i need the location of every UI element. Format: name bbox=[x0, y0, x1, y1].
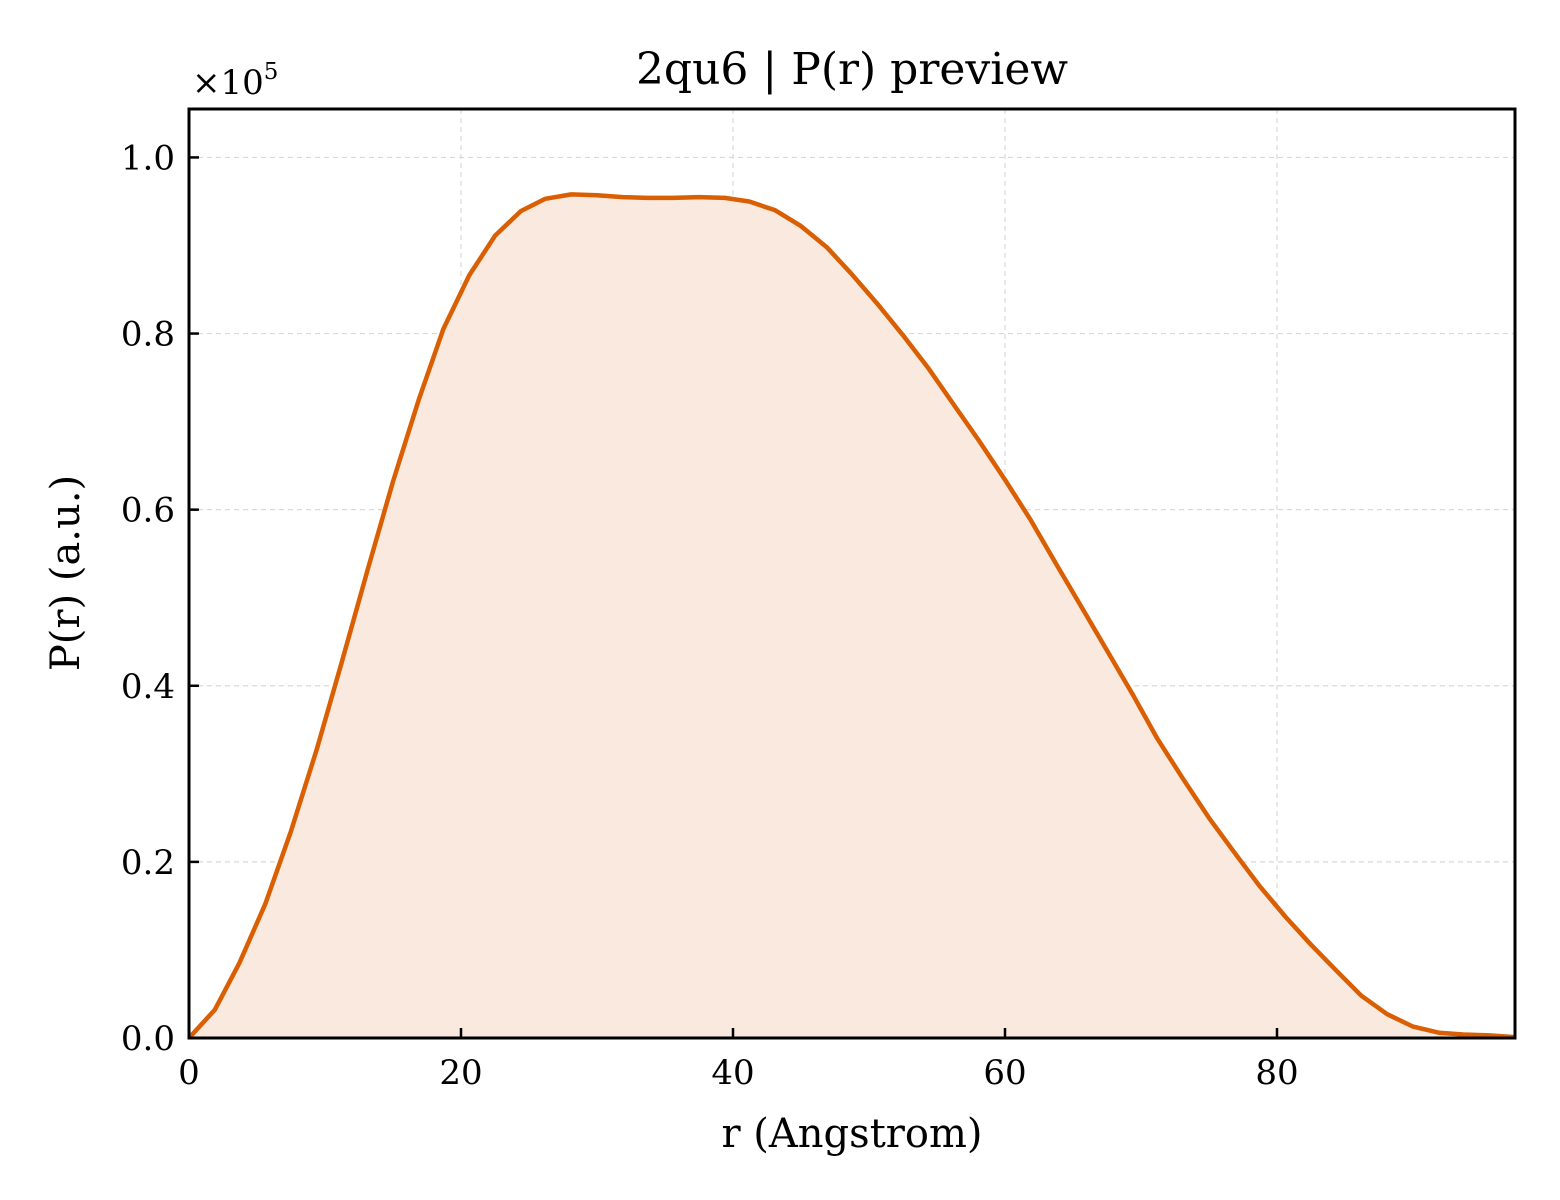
plot-frame bbox=[187, 107, 1517, 1040]
x-tick-label: 80 bbox=[1255, 1053, 1298, 1093]
y-tick-label: 1.0 bbox=[121, 138, 175, 178]
y-tick-label: 0.0 bbox=[121, 1019, 175, 1059]
x-tick-label: 20 bbox=[439, 1053, 482, 1093]
ticks: 0 20 40 60 80 0.0 0.2 0.4 0.6 0.8 1.0 bbox=[121, 138, 1299, 1093]
x-axis-label: r (Angstrom) bbox=[721, 1111, 982, 1157]
y-offset-exponent: 5 bbox=[264, 59, 279, 85]
x-tick-label: 0 bbox=[178, 1053, 200, 1093]
y-tick-label: 0.4 bbox=[121, 667, 175, 707]
series-line bbox=[187, 192, 1516, 1040]
y-axis-label: P(r) (a.u.) bbox=[43, 475, 89, 671]
y-tick-label: 0.2 bbox=[121, 843, 175, 883]
chart-title: 2qu6 | P(r) preview bbox=[636, 44, 1068, 95]
x-tick-label: 60 bbox=[983, 1053, 1026, 1093]
area-fill bbox=[189, 194, 1515, 1038]
y-tick-label: 0.8 bbox=[121, 315, 175, 355]
y-tick-label: 0.6 bbox=[121, 491, 175, 531]
x-tick-label: 40 bbox=[711, 1053, 754, 1093]
y-offset-label: ×105 bbox=[192, 59, 278, 103]
